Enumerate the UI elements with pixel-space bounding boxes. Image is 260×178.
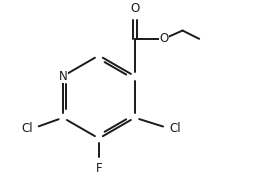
Text: Cl: Cl <box>21 122 33 135</box>
Text: Cl: Cl <box>169 122 181 135</box>
Text: O: O <box>159 32 168 45</box>
Text: N: N <box>58 70 67 83</box>
Text: O: O <box>130 2 139 15</box>
Text: F: F <box>96 162 102 175</box>
